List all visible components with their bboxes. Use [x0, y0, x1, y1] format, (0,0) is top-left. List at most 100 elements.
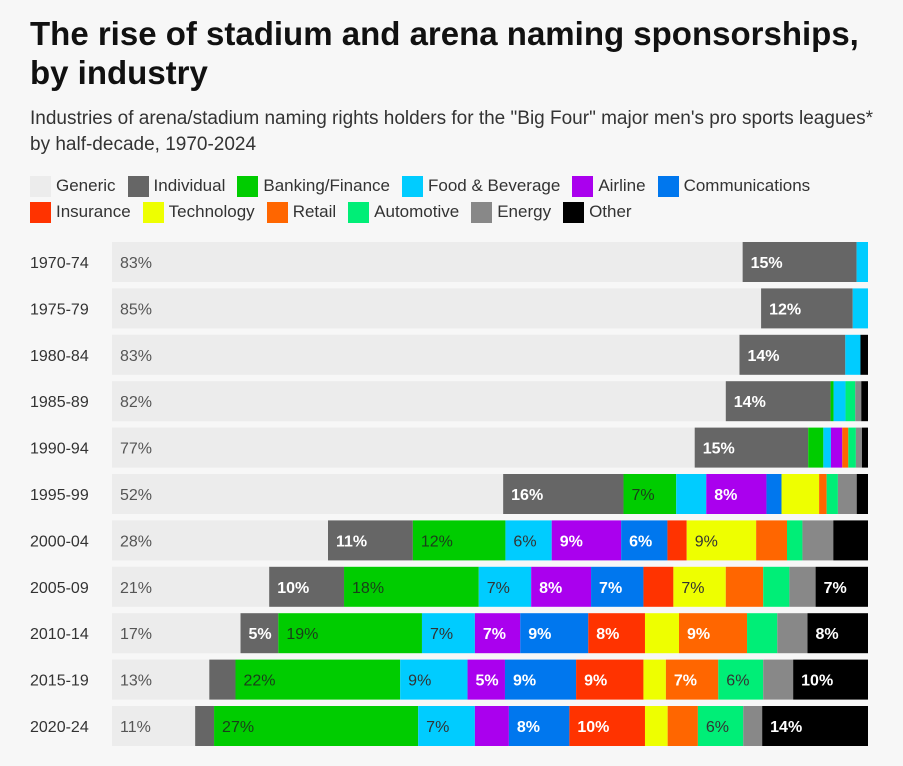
data-label: 14% — [734, 394, 766, 411]
legend-label: Other — [589, 202, 632, 221]
data-label: 11% — [120, 719, 151, 736]
row-label: 2005-09 — [30, 580, 89, 597]
data-label: 7% — [674, 673, 697, 690]
bar-segment-other — [860, 334, 868, 375]
legend: Generic Individual Banking/Finance Food … — [30, 173, 890, 225]
data-label: 9% — [408, 673, 431, 690]
bar-segment-automotive — [718, 659, 764, 700]
bar-segment-generic — [112, 242, 743, 282]
bar-segment-generic — [112, 334, 740, 375]
data-label: 19% — [286, 626, 318, 643]
row-label: 1970-74 — [30, 255, 89, 272]
bar-segment-insurance — [588, 613, 645, 654]
legend-swatch — [30, 201, 51, 223]
bar-segment-energy — [855, 381, 862, 422]
bar-segment-individual — [739, 334, 846, 375]
bar-segment-generic — [112, 381, 726, 422]
bar-segment-banking-finance — [808, 427, 824, 468]
bar-segment-energy — [789, 566, 816, 607]
bar-segment-retail — [756, 520, 787, 561]
bar-segment-generic — [112, 474, 504, 514]
bar-segment-airline — [467, 659, 505, 700]
legend-item-energy: Energy — [471, 201, 551, 223]
data-label: 9% — [695, 533, 718, 550]
legend-swatch — [266, 201, 288, 223]
bar-segment-other — [861, 427, 868, 468]
data-label: 6% — [726, 673, 749, 690]
bar-segment-generic — [112, 427, 695, 468]
bar-segment-individual — [761, 288, 853, 329]
bar-segment-energy — [777, 613, 808, 654]
row-label: 1985-89 — [30, 394, 89, 411]
legend-swatch — [657, 175, 679, 197]
bar-segment-technology — [781, 474, 820, 514]
bar-segment-other — [815, 566, 868, 607]
data-label: 8% — [714, 487, 737, 504]
data-label: 14% — [770, 719, 802, 736]
data-label: 14% — [747, 348, 779, 365]
bar-segment-generic — [112, 659, 210, 700]
bar-segment-technology — [686, 520, 757, 561]
legend-row: Insurance Technology Retail Automotive E… — [30, 199, 890, 225]
bar-segment-food-beverage — [852, 288, 868, 329]
data-label: 8% — [596, 626, 619, 643]
legend-item-individual: Individual — [127, 175, 226, 197]
legend-label: Automotive — [374, 202, 460, 221]
bar-segment-individual — [725, 381, 831, 422]
row-label: 2000-04 — [30, 533, 89, 550]
data-label: 18% — [352, 580, 384, 597]
bar-segment-other — [856, 474, 868, 514]
bar-segment-food-beverage — [418, 706, 475, 746]
data-label: 13% — [120, 673, 152, 690]
legend-item-communications: Communications — [657, 175, 811, 197]
data-label: 7% — [824, 580, 847, 597]
bar-segment-energy — [763, 659, 794, 700]
bar-segment-energy — [743, 706, 763, 746]
bar-segment-banking-finance — [623, 474, 677, 514]
data-label: 8% — [539, 580, 562, 597]
legend-item-generic: Generic — [30, 175, 116, 197]
bar-segment-other — [833, 520, 868, 561]
bar-segment-banking-finance — [412, 520, 506, 561]
legend-label: Technology — [168, 202, 255, 221]
bar-segment-airline — [474, 613, 521, 654]
data-label: 9% — [560, 533, 583, 550]
bar-segment-food-beverage — [833, 381, 846, 422]
row-label: 1995-99 — [30, 487, 89, 504]
legend-label: Food & Beverage — [428, 176, 561, 195]
data-label: 8% — [517, 719, 540, 736]
data-label: 7% — [426, 719, 449, 736]
data-label: 82% — [120, 394, 152, 411]
legend-row: Generic Individual Banking/Finance Food … — [30, 173, 890, 199]
bar-segment-banking-finance — [278, 613, 422, 654]
data-label: 22% — [244, 673, 276, 690]
bar-segment-airline — [474, 706, 509, 746]
data-label: 16% — [511, 487, 543, 504]
bar-segment-communications — [520, 613, 589, 654]
legend-label: Individual — [153, 176, 226, 195]
data-label: 6% — [629, 533, 652, 550]
data-label: 83% — [120, 255, 152, 272]
legend-swatch — [237, 175, 259, 197]
legend-swatch — [471, 201, 493, 223]
bar-segment-airline — [531, 566, 592, 607]
legend-label: Generic — [56, 176, 116, 195]
bar-segment-other — [793, 659, 868, 700]
legend-label: Communications — [683, 176, 811, 195]
bar-segment-communications — [591, 566, 644, 607]
data-label: 27% — [222, 719, 254, 736]
legend-item-automotive: Automotive — [348, 201, 460, 223]
bar-segment-retail — [679, 613, 748, 654]
bar-segment-technology — [644, 706, 668, 746]
row-label: 2010-14 — [30, 626, 89, 643]
legend-item-other: Other — [563, 201, 632, 223]
legend-item-airline: Airline — [572, 175, 646, 197]
legend-swatch — [402, 175, 423, 197]
row-label: 1975-79 — [30, 301, 89, 318]
bar-segment-other — [861, 381, 868, 422]
bar-segment-food-beverage — [823, 427, 831, 468]
bar-segment-retail — [725, 566, 764, 607]
bar-segment-individual — [209, 659, 236, 700]
data-label: 5% — [249, 626, 272, 643]
